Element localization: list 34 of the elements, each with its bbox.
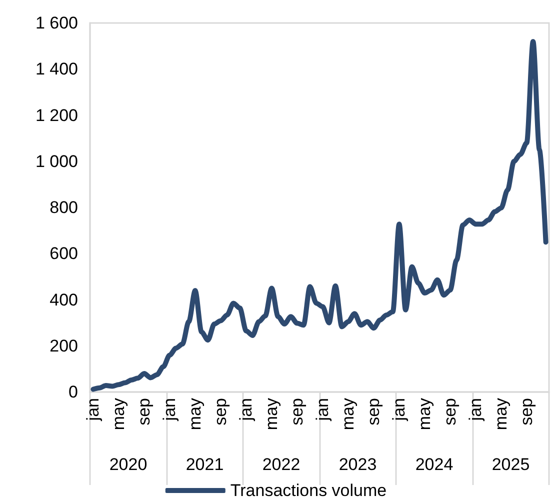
x-tick-label: sep	[364, 398, 384, 426]
text: 2023	[338, 455, 377, 474]
y-tick-label: 600	[50, 244, 78, 264]
x-tick-label: may	[492, 398, 511, 430]
x-tick-label: may	[415, 398, 434, 430]
x-tick-label: sep	[517, 398, 536, 426]
y-tick-label: 1 600	[35, 14, 78, 32]
x-tick-label: may	[338, 398, 358, 430]
x-tick-label: may	[186, 398, 205, 430]
text: 2022	[262, 455, 300, 474]
y-tick-label: 1 400	[35, 60, 78, 79]
x-tick-label: jan	[236, 398, 256, 422]
x-tick-label: jan	[466, 398, 486, 422]
legend-label: Transactions volume	[230, 481, 387, 500]
x-tick-label: sep	[440, 398, 460, 426]
x-tick-label: jan	[390, 398, 409, 422]
x-tick-label: jan	[160, 398, 180, 422]
x-tick-label: sep	[134, 398, 154, 426]
y-tick-label: 200	[50, 336, 78, 356]
text: 2025	[492, 455, 530, 474]
x-tick-label: may	[262, 398, 282, 430]
x-tick-label: jan	[313, 398, 332, 422]
y-tick-label: 1 000	[35, 152, 78, 171]
text: 2024	[415, 455, 454, 474]
text: 2020	[109, 455, 148, 474]
y-tick-label: 800	[50, 198, 78, 217]
x-tick-label: may	[109, 398, 128, 430]
y-tick-label: 1 200	[35, 106, 78, 125]
x-tick-label: jan	[84, 398, 103, 422]
text: 2021	[186, 455, 224, 474]
x-tick-label: sep	[288, 398, 307, 426]
y-tick-label: 0	[68, 382, 78, 402]
x-tick-label: sep	[211, 398, 230, 426]
y-tick-label: 400	[50, 290, 78, 310]
